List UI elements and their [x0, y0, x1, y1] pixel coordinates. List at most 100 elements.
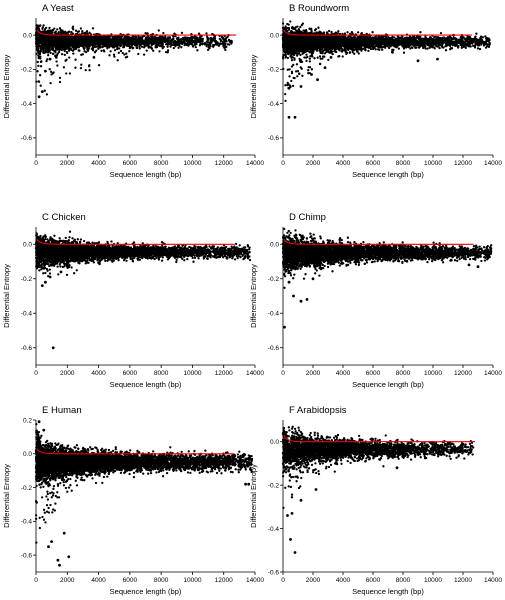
data-point [113, 49, 117, 52]
data-point [100, 37, 103, 41]
data-point [191, 36, 194, 39]
data-point [81, 53, 84, 56]
data-point [149, 40, 152, 43]
data-point [138, 40, 141, 43]
data-point [195, 40, 199, 44]
data-point-outlier [219, 42, 223, 46]
data-point [185, 39, 188, 43]
data-point [286, 56, 290, 60]
data-point [60, 36, 64, 40]
data-point [38, 41, 42, 45]
data-point [49, 81, 52, 85]
data-point [116, 47, 119, 51]
data-point [98, 36, 101, 39]
x-axis-title: Sequence length (bp) [110, 170, 182, 179]
data-point [444, 49, 448, 52]
data-point [166, 45, 169, 48]
data-point [100, 49, 103, 52]
data-point [38, 52, 42, 56]
data-point [162, 40, 166, 44]
data-point [84, 43, 88, 46]
data-point [124, 56, 127, 59]
data-point [157, 29, 160, 32]
data-point [226, 43, 229, 46]
data-point [138, 47, 141, 50]
data-point [55, 42, 58, 45]
data-point [290, 71, 294, 75]
data-point [118, 47, 121, 50]
data-point [177, 46, 180, 49]
data-point [81, 30, 84, 33]
data-point [191, 39, 194, 42]
data-point [67, 36, 70, 40]
data-point [162, 31, 165, 35]
data-point [145, 49, 148, 52]
data-point [91, 38, 94, 42]
data-point [223, 46, 226, 49]
data-point [163, 36, 166, 40]
data-point [72, 41, 76, 45]
data-point [119, 44, 122, 48]
data-point [66, 51, 69, 55]
data-point [79, 66, 83, 70]
data-point [97, 64, 101, 67]
data-point [147, 44, 150, 47]
data-point [208, 42, 211, 46]
data-point [125, 44, 128, 47]
data-point [108, 54, 111, 57]
data-point [39, 24, 42, 27]
data-point [68, 72, 72, 75]
data-point [197, 32, 201, 35]
data-point [169, 45, 172, 48]
data-point [49, 51, 52, 55]
data-point [89, 43, 93, 46]
data-point [42, 24, 45, 27]
data-point [38, 74, 42, 77]
data-point [51, 42, 54, 45]
x-tick-label: 2000 [60, 160, 75, 167]
data-point [39, 84, 42, 87]
data-point [147, 46, 150, 49]
data-point [481, 36, 485, 39]
data-point [104, 41, 107, 44]
data-point [87, 65, 91, 68]
data-point [72, 52, 75, 55]
data-point [116, 41, 119, 45]
data-point [287, 83, 290, 86]
data-point [327, 58, 330, 62]
data-point [112, 53, 116, 56]
chart-panel-1: 0 2000 4000 6000 8000 10000 12000 140000.0-0.2-… [2, 3, 264, 179]
data-point [205, 45, 208, 48]
data-point [294, 70, 298, 73]
data-point [205, 32, 208, 35]
data-point [44, 51, 47, 54]
data-point [115, 38, 119, 41]
data-point [35, 80, 38, 83]
data-point [295, 63, 299, 66]
data-point [289, 55, 292, 58]
data-point [208, 47, 211, 50]
data-point [140, 37, 143, 40]
data-point [135, 46, 138, 50]
data-point [37, 64, 40, 68]
data-point-outlier [48, 57, 52, 61]
data-point [428, 46, 431, 49]
data-point [48, 42, 51, 45]
data-point [301, 74, 304, 77]
data-point [39, 47, 42, 50]
data-point [51, 29, 55, 32]
data-point [40, 60, 43, 63]
data-point [109, 38, 112, 41]
data-point [87, 37, 90, 40]
data-point [167, 42, 170, 45]
data-point [127, 41, 130, 44]
data-point [56, 64, 59, 67]
x-tick-label: 10000 [183, 160, 201, 167]
data-point [120, 41, 123, 44]
data-point [130, 45, 133, 49]
data-point [185, 42, 188, 45]
data-point [191, 45, 195, 48]
data-point [132, 42, 136, 45]
data-point [60, 31, 63, 34]
data-point [314, 27, 318, 31]
